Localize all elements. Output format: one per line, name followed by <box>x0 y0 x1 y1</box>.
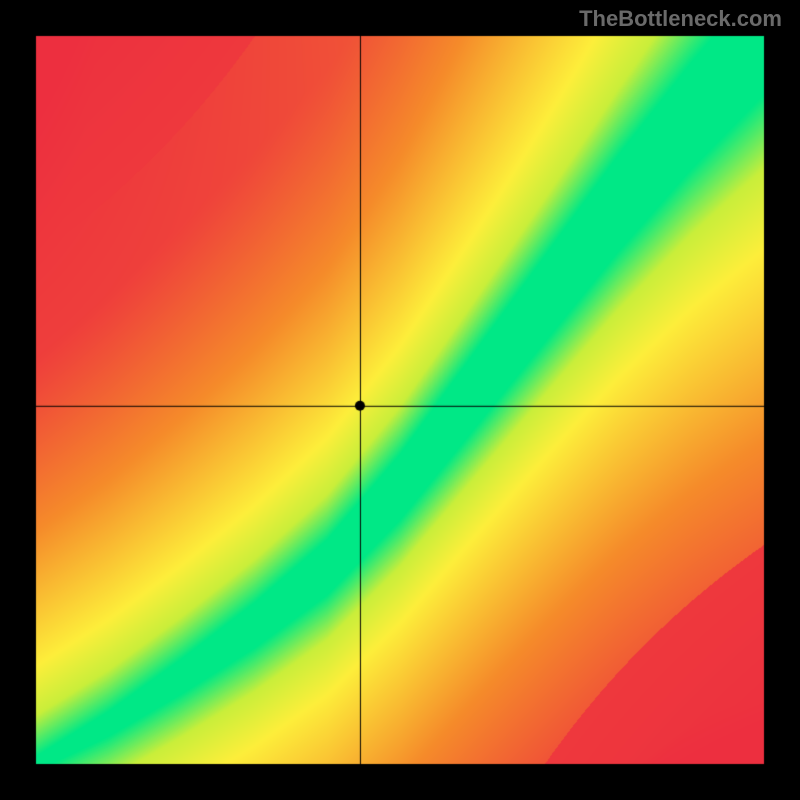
watermark-text: TheBottleneck.com <box>579 6 782 32</box>
chart-container: TheBottleneck.com <box>0 0 800 800</box>
heatmap-canvas <box>0 0 800 800</box>
